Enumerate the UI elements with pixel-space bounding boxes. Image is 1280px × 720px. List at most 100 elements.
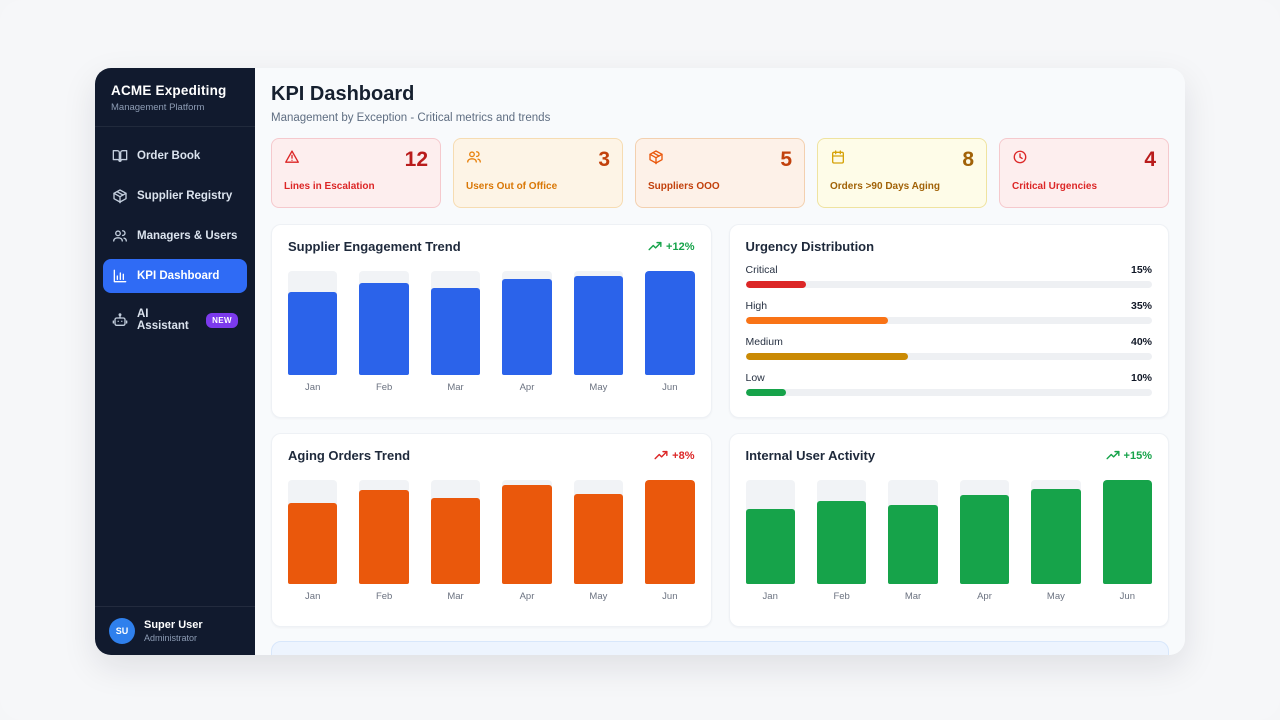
bar-label: May [589,591,608,602]
kpi-card-top: 5 [648,149,792,171]
distribution-row-medium: Medium 40% [745,336,1152,360]
chart-card-urgency-distribution: Urgency Distribution Critical 15% High 35% Me… [728,224,1169,418]
user-profile[interactable]: SU Super User Administrator [95,606,255,655]
bar-fill [745,509,795,584]
distribution-row-head: High 35% [746,300,1153,312]
kpi-card-lines-in-escalation[interactable]: 12 Lines in Escalation [271,138,441,208]
main-panel: KPI Dashboard Management by Exception - … [255,68,1185,655]
charts-grid: Supplier Engagement Trend +12% Jan Feb Mar Ap… [271,224,1169,627]
brand: ACME Expediting Management Platform [95,68,255,127]
bar-column-jun: Jun [1102,480,1153,602]
bar-label: Apr [519,591,535,602]
app-window: ACME Expediting Management Platform Orde… [95,68,1185,655]
bar-track [645,480,695,584]
bar-column-mar: Mar [430,480,481,602]
sidebar-item-label: KPI Dashboard [137,270,220,282]
progress-track [745,389,1152,396]
bar-column-apr: Apr [959,480,1010,602]
avatar: SU [109,618,135,644]
bot-icon [112,312,128,328]
bar-column-mar: Mar [888,480,938,602]
bar-chart: Jan Feb Mar Apr May Jun [745,480,1153,602]
progress-fill [745,317,888,324]
bar-track [502,480,552,584]
kpi-label: Suppliers OOO [648,181,720,192]
distribution-label: Medium [745,336,783,348]
bar-track [745,480,795,584]
bar-track [816,480,867,584]
bar-fill [573,276,624,375]
distribution-row-high: High 35% [745,300,1153,324]
progress-track [745,281,1152,288]
sidebar-item-kpi-dashboard[interactable]: KPI Dashboard [103,259,247,293]
kpi-card-orders-90-days-aging[interactable]: 8 Orders >90 Days Aging [817,138,987,208]
bar-fill [502,279,552,375]
brand-title: ACME Expediting [111,83,227,98]
chart-card-aging-orders-trend: Aging Orders Trend +8% Jan Feb Mar Apr May Jun [271,433,712,627]
bar-fill [359,490,409,584]
user-name: Super User [144,619,203,631]
kpi-card-critical-urgencies[interactable]: 4 Critical Urgencies [999,138,1169,208]
bar-track [1031,480,1081,584]
user-role: Administrator [144,633,198,643]
bar-track [359,480,409,584]
bar-track [573,271,624,375]
trend-up-icon [654,449,668,463]
sidebar-item-managers-users[interactable]: Managers & Users [103,219,247,253]
kpi-label: Users Out of Office [466,181,558,192]
distribution-rows: Critical 15% High 35% Medium 40% Low 10% [745,264,1153,396]
bar-column-jan: Jan [745,480,795,602]
bar-column-jan: Jan [288,480,338,602]
sidebar-item-supplier-registry[interactable]: Supplier Registry [103,179,247,213]
trend-up-icon [1106,449,1120,463]
distribution-row-head: Low 10% [746,372,1153,384]
bar-label: Jan [305,382,321,393]
kpi-value: 4 [1144,148,1156,171]
distribution-row-head: Critical 15% [746,264,1153,276]
kpi-card-users-out-of-office[interactable]: 3 Users Out of Office [453,138,623,208]
progress-fill [745,389,787,396]
sidebar-item-ai-assistant[interactable]: AI Assistant NEW [103,299,247,341]
kpi-card-suppliers-ooo[interactable]: 5 Suppliers OOO [635,138,805,208]
bar-fill [1102,480,1153,584]
bar-track [573,480,624,584]
calendar-icon [830,149,846,165]
bar-fill [816,500,867,584]
alert-triangle-icon [284,149,300,165]
page-title: KPI Dashboard [271,83,415,105]
distribution-label: High [745,300,768,312]
bar-fill [645,480,695,584]
clock-icon [1012,149,1028,165]
sidebar: ACME Expediting Management Platform Orde… [95,68,255,655]
brand-subtitle: Management Platform [111,102,205,113]
bar-label: May [589,382,608,393]
package-icon [112,188,128,204]
kpi-card-top: 3 [466,149,610,171]
bar-label: Jun [662,382,678,393]
distribution-percent: 15% [1130,264,1152,276]
sidebar-item-label: Supplier Registry [137,190,233,202]
bar-fill [888,504,938,584]
chart-title: Urgency Distribution [745,239,875,254]
kpi-card-top: 8 [830,149,974,171]
bar-chart: Jan Feb Mar Apr May Jun [288,271,695,393]
users-icon [466,149,482,165]
bar-column-jan: Jan [288,271,338,393]
trend-indicator: +8% [654,449,695,463]
bar-column-may: May [1031,480,1081,602]
sidebar-item-order-book[interactable]: Order Book [103,139,247,173]
distribution-percent: 35% [1130,300,1152,312]
bar-track [430,480,481,584]
bar-column-may: May [573,271,624,393]
bar-fill [959,494,1010,584]
user-info: Super User Administrator [144,619,203,643]
chart-title: Aging Orders Trend [288,448,411,463]
bar-fill [288,291,338,375]
bar-fill [430,287,481,375]
bar-column-jun: Jun [645,480,695,602]
distribution-label: Critical [745,264,778,276]
bar-label: May [1046,591,1065,602]
bar-chart-icon [112,268,128,284]
bar-fill [288,502,338,584]
bar-column-feb: Feb [359,480,409,602]
